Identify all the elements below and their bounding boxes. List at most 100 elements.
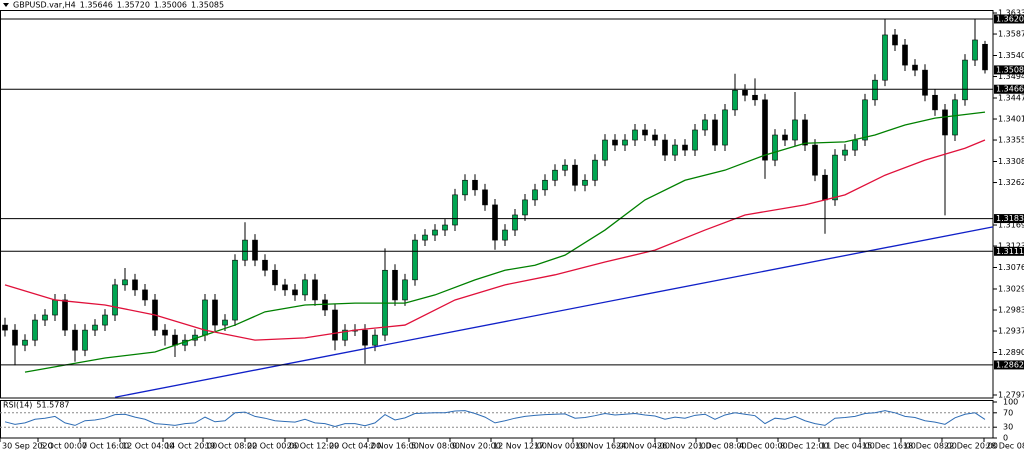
- candle-body: [302, 279, 308, 296]
- x-tick-label: 14 Oct 20:00: [165, 442, 217, 451]
- candle-body: [262, 259, 268, 271]
- candle-body: [512, 214, 518, 231]
- x-tick-label: 22 Dec 20:00: [944, 442, 998, 451]
- candle-body: [282, 284, 288, 291]
- x-tick-label: 28 Dec 08:00: [986, 442, 1024, 451]
- y-tick-label: 1.31230: [998, 242, 1024, 251]
- x-tick-label: 2 Nov 16:00: [370, 442, 419, 451]
- y-tick-label: 1.34470: [998, 93, 1024, 102]
- level-label: 1.34662: [996, 85, 1024, 94]
- y-tick-label: 1.35870: [998, 30, 1024, 39]
- candle-body: [552, 169, 558, 181]
- level-label-box: [994, 214, 1024, 224]
- candle-body: [812, 144, 818, 176]
- candle-body: [132, 279, 138, 291]
- candle-body: [742, 89, 748, 96]
- candle-body: [952, 99, 958, 136]
- candle-body: [732, 89, 738, 111]
- rsi-value: 51.5787: [36, 401, 69, 410]
- candle-body: [52, 299, 58, 316]
- x-tick-label: 12 Nov 12:00: [493, 442, 547, 451]
- candle-body: [362, 329, 368, 346]
- level-label: 1.31115: [996, 247, 1024, 256]
- candle-body: [752, 94, 758, 101]
- y-tick-label: 1.35400: [998, 51, 1024, 60]
- y-tick-label: 1.33550: [998, 136, 1024, 145]
- candle-body: [412, 239, 418, 281]
- candle-body: [472, 179, 478, 191]
- quote-value: 1.35006: [154, 1, 187, 10]
- candle-body: [942, 109, 948, 136]
- candle-body: [622, 139, 628, 146]
- x-tick-label: 5 Oct 00:00: [40, 442, 87, 451]
- y-tick-label: 1.27970: [998, 390, 1024, 399]
- candle-body: [612, 139, 618, 146]
- candle-body: [642, 129, 648, 136]
- candle-body: [762, 99, 768, 161]
- candle-body: [972, 39, 978, 61]
- candle-body: [482, 189, 488, 206]
- indicator-line: [4, 139, 986, 341]
- candle-body: [32, 319, 38, 341]
- level-label-box: [994, 84, 1024, 94]
- candle-body: [662, 139, 668, 156]
- candle-body: [922, 69, 928, 96]
- level-label-box: [994, 14, 1024, 24]
- candle-body: [442, 224, 448, 231]
- candle-body: [522, 199, 528, 216]
- y-tick-label: 1.32620: [998, 178, 1024, 187]
- y-tick-label: 1.34010: [998, 115, 1024, 124]
- candle-body: [842, 149, 848, 156]
- candle-body: [722, 109, 728, 146]
- candle-body: [852, 139, 858, 151]
- y-tick-label: 1.30760: [998, 263, 1024, 272]
- candle-body: [172, 334, 178, 346]
- x-tick-label: 1 Dec 08:00: [698, 442, 747, 451]
- candle-body: [562, 164, 568, 171]
- candle-body: [12, 329, 18, 346]
- x-tick-label: 19 Oct 08:00: [205, 442, 257, 451]
- candle-body: [82, 329, 88, 351]
- candle-body: [982, 43, 988, 71]
- x-tick-label: 22 Oct 00:00: [247, 442, 299, 451]
- x-tick-label: 4 Dec 00:00: [739, 442, 788, 451]
- candle-body: [912, 64, 918, 71]
- menu-icon[interactable]: [3, 3, 9, 7]
- x-tick-label: 19 Nov 16:00: [575, 442, 629, 451]
- candle-body: [142, 289, 148, 301]
- candle-body: [402, 279, 408, 301]
- candle-body: [422, 234, 428, 241]
- indicator-line: [24, 111, 986, 373]
- candle-body: [712, 119, 718, 146]
- y-tick-label: 1.28900: [998, 348, 1024, 357]
- candle-body: [312, 279, 318, 301]
- y-tick-label: 1.29830: [998, 306, 1024, 315]
- candle-body: [462, 179, 468, 196]
- y-tick-label: 1.36330: [998, 9, 1024, 18]
- x-tick-label: 29 Oct 04:00: [329, 442, 381, 451]
- x-tick-label: 15 Dec 16:00: [862, 442, 916, 451]
- candle-body: [62, 299, 68, 331]
- y-tick-label: 1.31690: [998, 221, 1024, 230]
- candle-body: [892, 34, 898, 46]
- quote-value: 1.35085: [191, 1, 224, 10]
- candle-body: [832, 154, 838, 201]
- candle-body: [102, 314, 108, 326]
- candle-body: [162, 329, 168, 336]
- rsi-tick-label: 0: [1003, 434, 1008, 443]
- x-tick-label: 26 Nov 20:00: [657, 442, 711, 451]
- price-label-box: [994, 65, 1024, 75]
- x-tick-label: 24 Nov 04:00: [616, 442, 670, 451]
- chart-title: GBPUSD.var,H4: [13, 1, 76, 10]
- level-label: 1.36200: [996, 14, 1024, 23]
- candle-body: [932, 94, 938, 111]
- rsi-frame: [0, 400, 994, 439]
- rsi-line: [4, 410, 986, 428]
- quote-value: 1.35720: [117, 1, 150, 10]
- candle-body: [212, 299, 218, 326]
- candle-body: [882, 34, 888, 81]
